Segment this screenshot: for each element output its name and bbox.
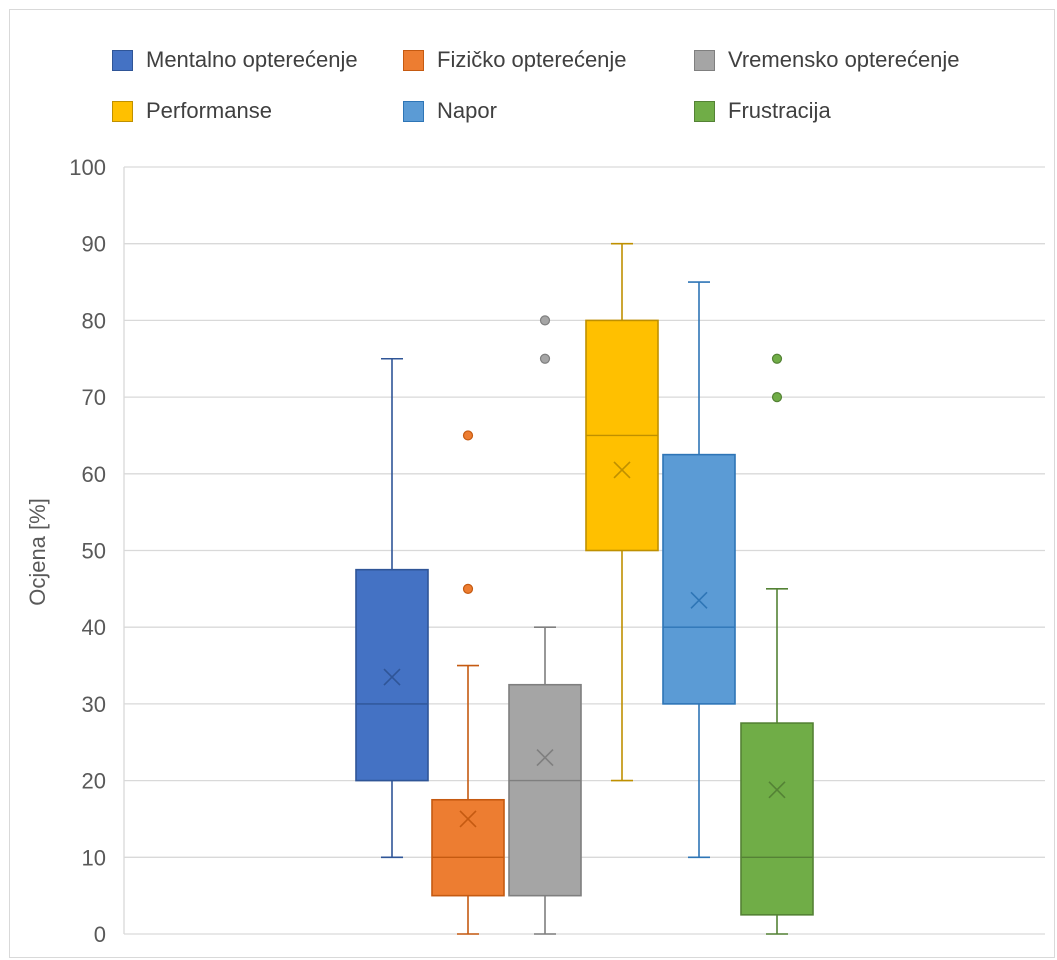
box-6: [740, 353, 814, 935]
box-iqr: [431, 798, 505, 897]
mean-marker: [383, 668, 401, 686]
outlier-point: [771, 392, 783, 403]
box-1: [355, 357, 429, 859]
mean-marker: [768, 781, 786, 799]
legend-label: Napor: [437, 98, 497, 123]
y-tick-label: 40: [82, 615, 106, 640]
mean-marker: [536, 749, 554, 767]
box-iqr: [508, 683, 582, 897]
y-tick-label: 20: [82, 769, 106, 794]
legend-swatch: [112, 100, 133, 122]
box-iqr: [355, 568, 429, 782]
legend-swatch: [403, 100, 424, 122]
box-iqr: [662, 453, 736, 705]
y-axis-label: Ocjena [%]: [25, 498, 50, 606]
legend-label: Vremensko opterećenje: [728, 47, 960, 72]
y-tick-label: 80: [82, 308, 106, 333]
outlier-point: [539, 315, 551, 326]
mean-marker: [613, 461, 631, 479]
box-2: [431, 430, 505, 935]
y-axis-ticks: 0 10 20 30 40 50 60 70 80 90 100: [69, 155, 106, 947]
mean-marker: [690, 591, 708, 609]
legend-label: Mentalno opterećenje: [146, 47, 358, 72]
legend-item-fizicko: Fizičko opterećenje: [403, 47, 627, 73]
y-tick-label: 90: [82, 232, 106, 257]
legend-item-mentalno: Mentalno opterećenje: [112, 47, 358, 73]
y-tick-label: 10: [82, 845, 106, 870]
outlier-point: [539, 353, 551, 364]
y-tick-label: 50: [82, 539, 106, 564]
gridlines: [123, 166, 1045, 935]
box-4: [585, 242, 659, 782]
legend-label: Fizičko opterećenje: [437, 47, 627, 72]
legend-swatch: [403, 49, 424, 71]
outlier-point: [462, 583, 474, 594]
mean-marker: [459, 810, 477, 828]
boxes: [355, 242, 814, 935]
box-3: [508, 315, 582, 935]
legend-swatch: [694, 100, 715, 122]
outlier-point: [771, 353, 783, 364]
y-tick-label: 0: [94, 922, 106, 947]
legend-item-napor: Napor: [403, 98, 497, 124]
legend-item-frustracija: Frustracija: [694, 98, 831, 124]
legend-item-performanse: Performanse: [112, 98, 272, 124]
box-5: [662, 281, 736, 859]
box-iqr: [740, 722, 814, 916]
legend-swatch: [694, 49, 715, 71]
legend-swatch: [112, 49, 133, 71]
outlier-point: [462, 430, 474, 441]
legend-label: Performanse: [146, 98, 272, 123]
y-tick-label: 100: [69, 155, 106, 180]
y-tick-label: 70: [82, 385, 106, 410]
y-tick-label: 60: [82, 462, 106, 487]
legend-item-vremensko: Vremensko opterećenje: [694, 47, 960, 73]
y-tick-label: 30: [82, 692, 106, 717]
legend-label: Frustracija: [728, 98, 831, 123]
